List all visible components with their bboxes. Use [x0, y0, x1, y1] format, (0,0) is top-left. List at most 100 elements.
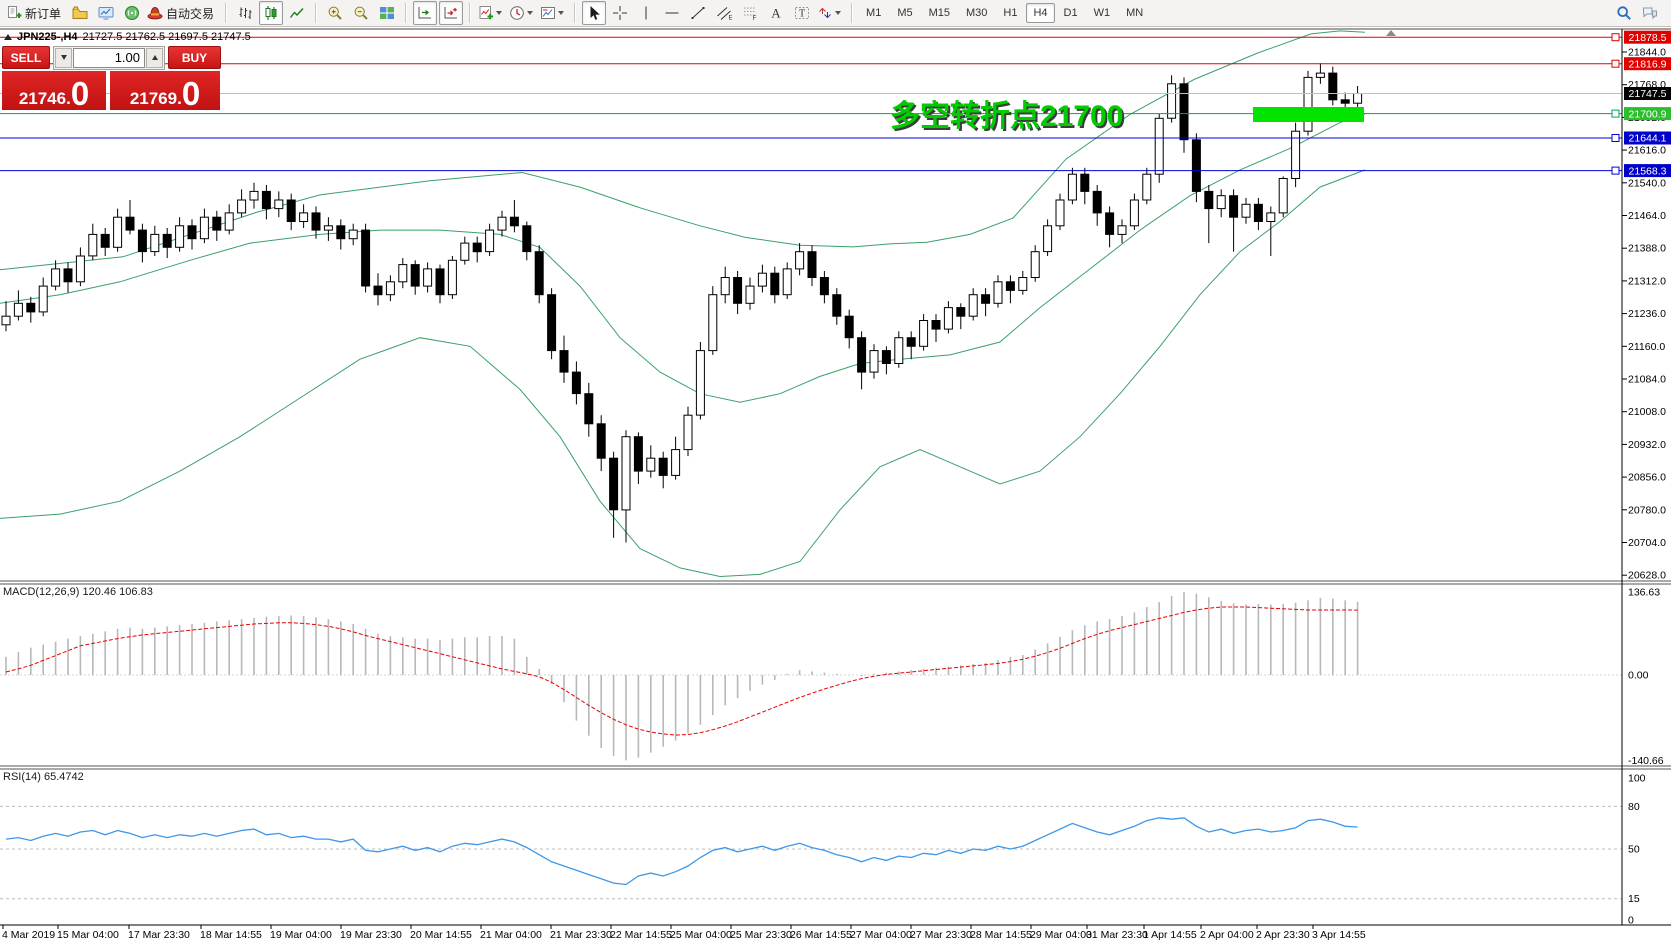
toolbar-separator — [851, 3, 854, 23]
green-zone-rectangle[interactable] — [1253, 107, 1364, 122]
level-connector-square[interactable] — [1611, 33, 1620, 42]
timeframe-m5-button[interactable]: M5 — [897, 7, 913, 19]
sell-button[interactable]: SELL — [2, 46, 50, 69]
price-axis[interactable]: 21844.021768.021692.021616.021540.021464… — [1611, 30, 1671, 927]
candle-bullish — [782, 268, 792, 296]
rsi-axis-label: 80 — [1628, 801, 1640, 813]
tile-windows-button[interactable] — [375, 1, 399, 25]
volume-input[interactable] — [73, 47, 145, 68]
candle-bullish — [757, 272, 767, 287]
timeframe-m30-button[interactable]: M30 — [966, 7, 988, 19]
candle-bullish — [1055, 199, 1065, 227]
crosshair-button[interactable] — [608, 1, 632, 25]
level-connector-square[interactable] — [1611, 166, 1620, 175]
sell-price[interactable]: 21746. 0 — [2, 71, 106, 110]
time-tick-label: 29 Mar 04:00 — [1030, 929, 1092, 941]
sell-price-big-digit: 0 — [70, 74, 90, 112]
timeframe-m1-button[interactable]: M1 — [866, 7, 882, 19]
candle-bearish — [1092, 190, 1102, 214]
candle-bearish — [596, 423, 606, 459]
zoom-out-button[interactable] — [349, 1, 373, 25]
vertical-line-button[interactable] — [634, 1, 658, 25]
market-watch-button[interactable] — [94, 1, 118, 25]
annotation-shadow: 多空转折点21700 — [892, 102, 1125, 135]
auto-scroll-button[interactable] — [413, 1, 438, 25]
timeframe-h1-button[interactable]: H1 — [1003, 7, 1018, 19]
level-connector-square[interactable] — [1611, 109, 1620, 118]
candle-bullish — [323, 225, 333, 231]
time-tick-label: 18 Mar 14:55 — [200, 929, 262, 941]
candle-bullish — [1129, 199, 1139, 227]
candlestick-button[interactable] — [259, 1, 284, 25]
auto-trading-button[interactable]: 自动交易 — [146, 1, 219, 25]
signals-button[interactable] — [120, 1, 144, 25]
chevron-down-icon[interactable] — [496, 11, 503, 15]
candle-bullish — [1353, 93, 1363, 104]
line-chart-button[interactable] — [285, 1, 309, 25]
periods-button[interactable] — [508, 1, 537, 25]
timeframe-d1-button[interactable]: D1 — [1063, 7, 1078, 19]
candle-bullish — [299, 212, 309, 222]
level-badge-label: 21644.1 — [1629, 133, 1667, 145]
timeframe-mn-button[interactable]: MN — [1126, 7, 1144, 19]
candlestick-icon — [265, 6, 277, 20]
time-tick-label: 21 Mar 04:00 — [480, 929, 542, 941]
chevron-down-icon[interactable] — [835, 11, 842, 15]
candle-bullish — [695, 350, 705, 416]
indicators-button[interactable] — [477, 1, 506, 25]
level-price-badge — [1624, 131, 1671, 145]
candle-bearish — [522, 225, 532, 253]
chevron-down-icon[interactable] — [558, 11, 565, 15]
bar-chart-button[interactable] — [233, 1, 257, 25]
chat-button[interactable] — [1638, 1, 1662, 25]
level-connector-square[interactable] — [1611, 59, 1620, 68]
chart-shift-button[interactable] — [439, 1, 464, 25]
time-tick-label: 31 Mar 23:30 — [1086, 929, 1148, 941]
candle-bullish — [1, 315, 11, 326]
vertical-line-icon — [645, 6, 647, 20]
candle-bearish — [857, 337, 867, 373]
equidistant-channel-button[interactable]: E — [712, 1, 736, 25]
volume-decrease-button[interactable] — [55, 47, 72, 68]
candle-bearish — [906, 337, 916, 347]
timeframe-w1-button[interactable]: W1 — [1093, 7, 1111, 19]
timeframe-h4-button[interactable]: H4 — [1026, 3, 1055, 23]
candle-bullish — [1067, 173, 1077, 201]
volume-increase-button[interactable] — [146, 47, 163, 68]
one-click-toggle-icon[interactable] — [4, 34, 12, 40]
chart-annotation-text[interactable]: 多空转折点21700 — [890, 100, 1123, 133]
line-chart-icon — [289, 8, 304, 18]
rsi-axis-label: 15 — [1628, 893, 1640, 905]
cursor-button[interactable] — [582, 1, 607, 25]
candle-bullish — [1266, 212, 1276, 222]
candle-bearish — [125, 216, 135, 231]
toolbar-group-insert — [476, 1, 569, 25]
chevron-down-icon[interactable] — [527, 11, 534, 15]
timeframe-m15-button[interactable]: M15 — [928, 7, 950, 19]
crosshair-icon — [613, 6, 628, 20]
search-button[interactable] — [1612, 1, 1636, 25]
new-order-button[interactable]: 新订单 — [5, 1, 66, 25]
candle-bullish — [720, 277, 730, 296]
trendline-icon — [691, 7, 705, 19]
fibonacci-button[interactable]: F — [738, 1, 762, 25]
text-label-button[interactable]: T — [790, 1, 814, 25]
level-price-badge — [1624, 164, 1671, 178]
profiles-button[interactable] — [68, 1, 92, 25]
buy-price-base: 21769 — [129, 89, 178, 108]
candle-bearish — [472, 242, 482, 253]
text-button[interactable]: A — [764, 1, 788, 25]
trendline-button[interactable] — [686, 1, 710, 25]
time-axis[interactable]: 4 Mar 2019 15 Mar 04:00 17 Mar 23:30 18 Mar… — [2, 925, 1366, 941]
templates-button[interactable] — [539, 1, 568, 25]
arrows-button[interactable] — [816, 1, 845, 25]
zoom-in-button[interactable] — [323, 1, 347, 25]
horizontal-line-button[interactable] — [660, 1, 684, 25]
buy-button[interactable]: BUY — [168, 46, 221, 69]
candle-bearish — [559, 350, 569, 373]
level-connector-square[interactable] — [1611, 134, 1620, 142]
rsi-indicator-label: RSI(14) 65.4742 — [3, 771, 84, 783]
buy-price[interactable]: 21769. 0 — [110, 71, 220, 110]
